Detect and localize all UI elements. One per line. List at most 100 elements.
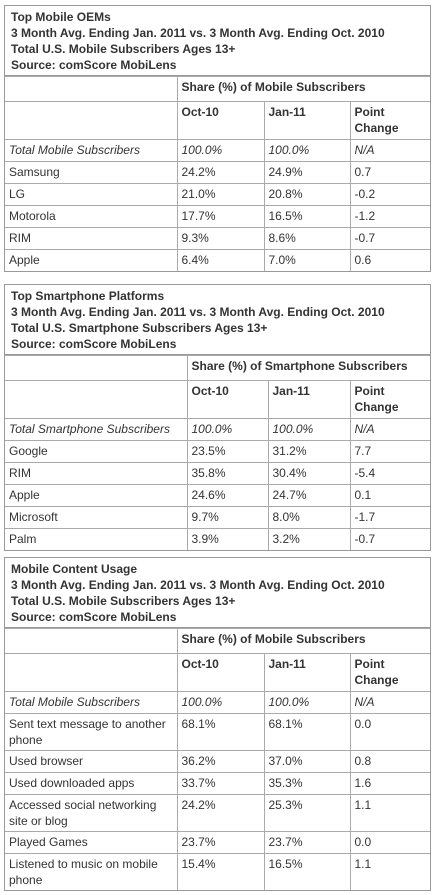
- row-label: Google: [5, 440, 188, 463]
- row-label: Listened to music on mobile phone: [5, 853, 178, 890]
- column-header-text: Point Change: [354, 657, 399, 687]
- cell: 7.7: [349, 440, 430, 463]
- data-row: RIM 9.3% 8.6% -0.7: [5, 227, 430, 250]
- blank-cell: [5, 653, 178, 692]
- cell: 8.0%: [267, 506, 351, 529]
- share-header: Share (%) of Mobile Subscribers: [176, 76, 430, 102]
- data-row: Used downloaded apps 33.7% 35.3% 1.6: [5, 772, 430, 795]
- column-header-text: Oct-10: [181, 105, 219, 119]
- cell: 35.3%: [263, 772, 351, 795]
- cell: 25.3%: [263, 794, 351, 832]
- cell: 100.0%: [176, 139, 265, 162]
- data-row: Samsung 24.2% 24.9% 0.7: [5, 161, 430, 184]
- cell: 30.4%: [267, 462, 351, 485]
- data-row: Total Smartphone Subscribers 100.0% 100.0%…: [5, 418, 430, 441]
- row-label: Total Mobile Subscribers: [5, 139, 178, 162]
- column-header: Jan-11: [263, 653, 351, 692]
- data-row: Apple 24.6% 24.7% 0.1: [5, 484, 430, 507]
- column-header-text: Point Change: [354, 384, 399, 414]
- row-label: Palm: [5, 528, 188, 550]
- row-label: RIM: [5, 462, 188, 485]
- cell: 100.0%: [263, 691, 351, 714]
- blank-cell: [5, 76, 178, 102]
- data-row: Listened to music on mobile phone 15.4% 16…: [5, 853, 430, 890]
- row-label: Played Games: [5, 831, 178, 854]
- cell: 20.8%: [263, 183, 351, 206]
- cell: -1.7: [349, 506, 430, 529]
- cell: 0.1: [349, 484, 430, 507]
- cell: 1.1: [349, 853, 430, 890]
- cell: 8.6%: [263, 227, 351, 250]
- cell: N/A: [349, 691, 430, 714]
- data-row: Used browser 36.2% 37.0% 0.8: [5, 750, 430, 773]
- cell: 1.6: [349, 772, 430, 795]
- table-title: Top Smartphone Platforms: [11, 289, 165, 303]
- column-header-text: Oct-10: [191, 384, 229, 398]
- row-label: Sent text message to another phone: [5, 713, 178, 751]
- column-header: Oct-10: [176, 101, 265, 140]
- cell: 68.1%: [176, 713, 265, 751]
- table-subtitle: Source: comScore MobiLens: [11, 58, 177, 72]
- table-subtitle: 3 Month Avg. Ending Jan. 2011 vs. 3 Mont…: [11, 305, 385, 319]
- table-heading: Top Smartphone Platforms 3 Month Avg. End…: [5, 285, 430, 355]
- table-title: Top Mobile OEMs: [11, 10, 111, 24]
- cell: 0.0: [349, 831, 430, 854]
- data-row: Apple 6.4% 7.0% 0.6: [5, 249, 430, 271]
- column-header-row: Oct-10 Jan-11 Point Change: [5, 653, 430, 692]
- cell: 9.3%: [176, 227, 265, 250]
- cell: 16.5%: [263, 205, 351, 228]
- share-header: Share (%) of Mobile Subscribers: [176, 628, 430, 654]
- blank-cell: [5, 628, 178, 654]
- column-header-text: Oct-10: [181, 657, 219, 671]
- share-header-row: Share (%) of Mobile Subscribers: [5, 76, 430, 102]
- row-label: Accessed social networking site or blog: [5, 794, 178, 832]
- data-row: RIM 35.8% 30.4% -5.4: [5, 462, 430, 485]
- cell: 23.7%: [176, 831, 265, 854]
- column-header-text: Jan-11: [272, 384, 310, 398]
- cell: 7.0%: [263, 249, 351, 271]
- cell: 24.7%: [267, 484, 351, 507]
- row-label: Total Smartphone Subscribers: [5, 418, 188, 441]
- cell: 3.2%: [267, 528, 351, 550]
- cell: 3.9%: [186, 528, 269, 550]
- column-header: Jan-11: [263, 101, 351, 140]
- cell: -0.7: [349, 528, 430, 550]
- table-subtitle: Source: comScore MobiLens: [11, 337, 177, 351]
- cell: N/A: [349, 418, 430, 441]
- share-header: Share (%) of Smartphone Subscribers: [186, 355, 430, 381]
- data-table: Share (%) of Smartphone Subscribers Oct-1…: [5, 355, 430, 550]
- data-table: Share (%) of Mobile Subscribers Oct-10 Jan…: [5, 76, 430, 271]
- cell: 24.2%: [176, 161, 265, 184]
- data-row: Total Mobile Subscribers 100.0% 100.0% N/A: [5, 139, 430, 162]
- table-title: Mobile Content Usage: [11, 562, 138, 576]
- cell: 0.7: [349, 161, 430, 184]
- cell: 24.6%: [186, 484, 269, 507]
- table-subtitle: Source: comScore MobiLens: [11, 610, 177, 624]
- cell: N/A: [349, 139, 430, 162]
- cell: 15.4%: [176, 853, 265, 890]
- row-label: Microsoft: [5, 506, 188, 529]
- blank-cell: [5, 355, 188, 381]
- cell: 24.9%: [263, 161, 351, 184]
- blank-cell: [5, 380, 188, 419]
- row-label: Apple: [5, 249, 178, 271]
- column-header: Point Change: [349, 380, 430, 419]
- cell: 0.0: [349, 713, 430, 751]
- data-row: Microsoft 9.7% 8.0% -1.7: [5, 506, 430, 529]
- data-row: Accessed social networking site or blog 2…: [5, 794, 430, 832]
- cell: 33.7%: [176, 772, 265, 795]
- table-heading: Mobile Content Usage 3 Month Avg. Ending …: [5, 558, 430, 628]
- data-row: Sent text message to another phone 68.1% 6…: [5, 713, 430, 751]
- row-label: Total Mobile Subscribers: [5, 691, 178, 714]
- table-heading: Top Mobile OEMs 3 Month Avg. Ending Jan. …: [5, 6, 430, 76]
- table-subtitle: 3 Month Avg. Ending Jan. 2011 vs. 3 Mont…: [11, 26, 385, 40]
- cell: 100.0%: [186, 418, 269, 441]
- blank-cell: [5, 101, 178, 140]
- row-label: Motorola: [5, 205, 178, 228]
- table-block: Mobile Content Usage 3 Month Avg. Ending …: [4, 557, 431, 891]
- table-block: Top Mobile OEMs 3 Month Avg. Ending Jan. …: [4, 5, 431, 272]
- cell: 31.2%: [267, 440, 351, 463]
- cell: 23.5%: [186, 440, 269, 463]
- cell: 21.0%: [176, 183, 265, 206]
